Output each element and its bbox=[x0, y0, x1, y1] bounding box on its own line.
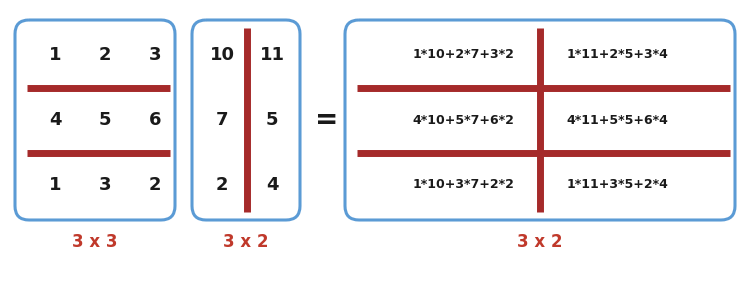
Text: =: = bbox=[315, 106, 339, 134]
Text: 3: 3 bbox=[148, 46, 161, 64]
Text: 2: 2 bbox=[99, 46, 111, 64]
Text: 4: 4 bbox=[49, 111, 62, 129]
Text: 1*10+3*7+2*2: 1*10+3*7+2*2 bbox=[412, 179, 514, 191]
Text: 7: 7 bbox=[216, 111, 228, 129]
Text: 10: 10 bbox=[209, 46, 235, 64]
Text: 3 x 3: 3 x 3 bbox=[72, 233, 118, 251]
Text: 3 x 2: 3 x 2 bbox=[224, 233, 268, 251]
Text: 5: 5 bbox=[266, 111, 278, 129]
Text: 4*10+5*7+6*2: 4*10+5*7+6*2 bbox=[412, 113, 514, 127]
Text: 2: 2 bbox=[216, 176, 228, 194]
Text: 1*10+2*7+3*2: 1*10+2*7+3*2 bbox=[412, 49, 514, 61]
Text: 1: 1 bbox=[49, 46, 62, 64]
Text: 11: 11 bbox=[260, 46, 284, 64]
Text: 3: 3 bbox=[99, 176, 111, 194]
Text: 1*11+2*5+3*4: 1*11+2*5+3*4 bbox=[566, 49, 668, 61]
Text: 5: 5 bbox=[99, 111, 111, 129]
Text: 4: 4 bbox=[266, 176, 278, 194]
Text: 2: 2 bbox=[148, 176, 161, 194]
Text: 3 x 2: 3 x 2 bbox=[518, 233, 562, 251]
Text: 4*11+5*5+6*4: 4*11+5*5+6*4 bbox=[566, 113, 668, 127]
Text: 6: 6 bbox=[148, 111, 161, 129]
Text: 1*11+3*5+2*4: 1*11+3*5+2*4 bbox=[566, 179, 668, 191]
Text: 1: 1 bbox=[49, 176, 62, 194]
